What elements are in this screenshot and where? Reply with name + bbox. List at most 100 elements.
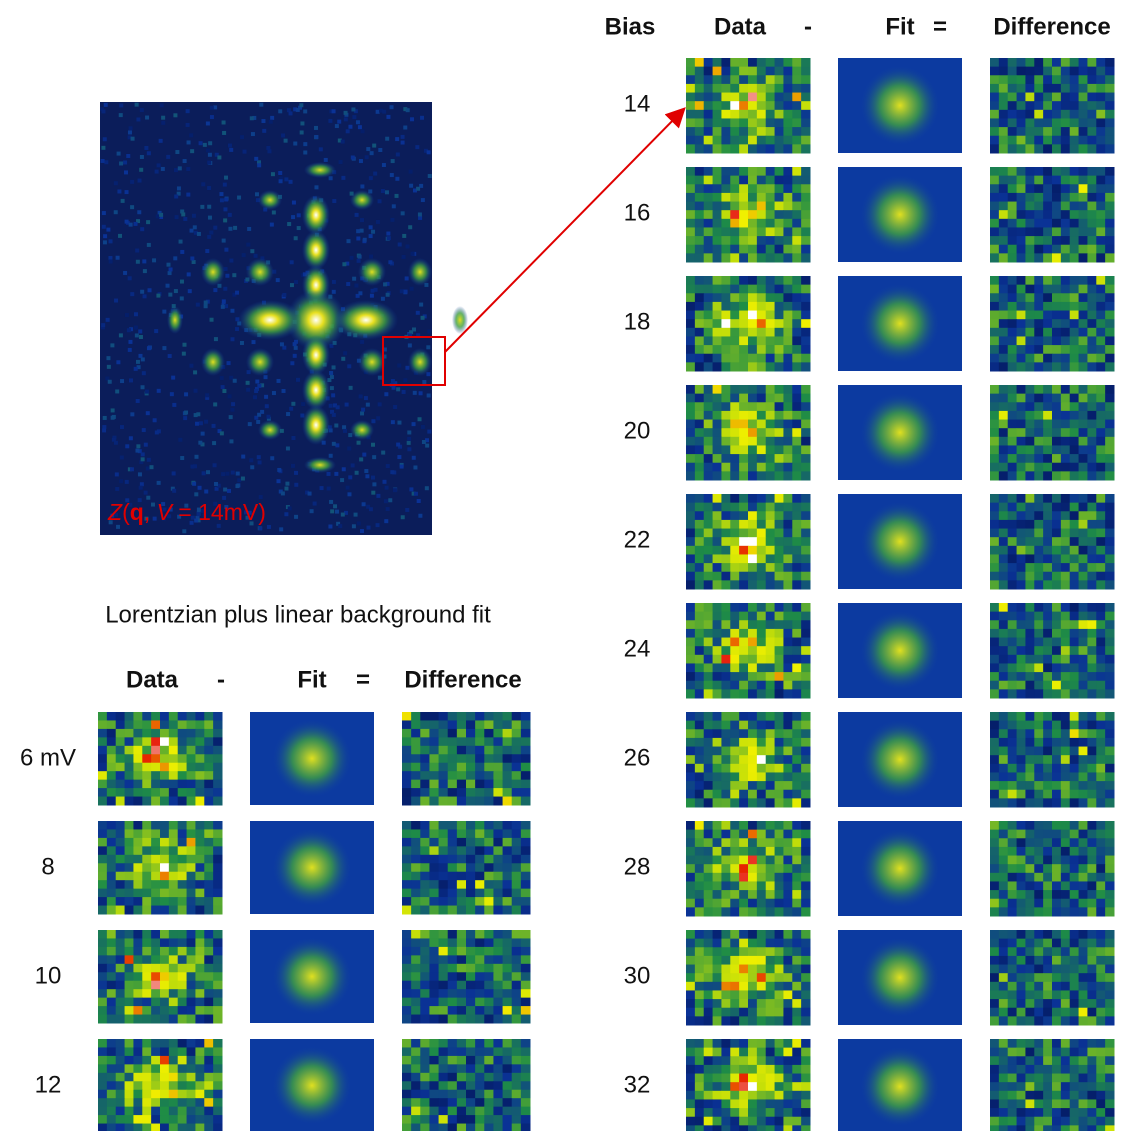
- pixel: [1087, 454, 1096, 463]
- pixel: [1096, 253, 1105, 262]
- pixel: [721, 227, 730, 236]
- pixel: [792, 764, 801, 773]
- noise-pixel: [138, 472, 142, 476]
- pixel: [695, 603, 704, 612]
- pixel: [448, 889, 458, 898]
- pixel: [1017, 136, 1026, 145]
- pixel: [1079, 454, 1088, 463]
- pixel: [475, 872, 485, 881]
- pixel: [766, 127, 775, 136]
- pixel: [178, 737, 187, 746]
- noise-pixel: [341, 513, 345, 517]
- pixel: [1070, 354, 1079, 363]
- pixel: [142, 829, 151, 838]
- pixel: [475, 763, 485, 772]
- pixel: [766, 193, 775, 202]
- pixel: [1070, 394, 1079, 403]
- pixel: [457, 955, 467, 964]
- noise-pixel: [397, 363, 401, 367]
- pixel: [1087, 471, 1096, 480]
- noise-pixel: [364, 396, 368, 400]
- pixel: [695, 546, 704, 555]
- noise-pixel: [120, 379, 124, 383]
- noise-pixel: [372, 144, 376, 148]
- pixel: [1087, 873, 1096, 882]
- pixel: [402, 720, 412, 729]
- pixel: [801, 354, 810, 363]
- pixel: [204, 771, 213, 780]
- pixel: [757, 847, 766, 856]
- pixel: [801, 864, 810, 873]
- pixel: [1017, 729, 1026, 738]
- pixel: [757, 612, 766, 621]
- pixel: [713, 847, 722, 856]
- noise-pixel: [178, 438, 182, 442]
- pixel: [739, 554, 748, 563]
- pixel: [686, 620, 695, 629]
- pixel: [448, 712, 458, 721]
- pixel: [757, 1108, 766, 1117]
- pixel: [107, 737, 116, 746]
- pixel: [1034, 285, 1043, 294]
- pixel: [1025, 612, 1034, 621]
- pixel: [402, 897, 412, 906]
- pixel: [1034, 638, 1043, 647]
- pixel: [792, 136, 801, 145]
- noise-pixel: [359, 159, 363, 163]
- pixel: [493, 938, 503, 947]
- pixel: [1105, 136, 1114, 145]
- pixel: [503, 780, 513, 789]
- pixel: [999, 219, 1008, 228]
- pixel: [1017, 999, 1026, 1008]
- pixel: [1034, 58, 1043, 67]
- pixel: [107, 712, 116, 721]
- pixel: [116, 737, 125, 746]
- pixel: [475, 930, 485, 939]
- pixel: [178, 797, 187, 806]
- noise-pixel: [188, 289, 192, 293]
- pixel: [116, 981, 125, 990]
- pixel: [133, 1015, 142, 1024]
- pixel: [1105, 956, 1114, 965]
- pixel: [466, 889, 476, 898]
- pixel: [686, 721, 695, 730]
- pixel: [721, 445, 730, 454]
- pixel: [1034, 136, 1043, 145]
- pixel: [1105, 67, 1114, 76]
- pixel: [730, 1039, 739, 1048]
- pixel: [1017, 193, 1026, 202]
- pixel: [1052, 437, 1061, 446]
- pixel: [133, 972, 142, 981]
- pixel: [1025, 772, 1034, 781]
- pixel: [704, 956, 713, 965]
- pixel: [990, 729, 999, 738]
- pixel: [704, 127, 713, 136]
- peak: [302, 335, 330, 375]
- pixel: [1061, 529, 1070, 538]
- pixel: [721, 755, 730, 764]
- noise-pixel: [396, 443, 400, 447]
- pixel: [686, 511, 695, 520]
- pixel: [1105, 354, 1114, 363]
- pixel: [990, 821, 999, 830]
- pixel: [999, 655, 1008, 664]
- pixel: [783, 311, 792, 320]
- pixel: [990, 563, 999, 572]
- noise-pixel: [398, 242, 402, 246]
- pixel: [686, 445, 695, 454]
- pixel: [1043, 1125, 1052, 1131]
- pixel: [160, 889, 169, 898]
- pixel: [98, 720, 107, 729]
- noise-pixel: [147, 243, 151, 247]
- pixel: [990, 385, 999, 394]
- pixel: [1034, 956, 1043, 965]
- pixel: [1008, 563, 1017, 572]
- pixel: [990, 864, 999, 873]
- pixel: [704, 847, 713, 856]
- pixel: [783, 1099, 792, 1108]
- noise-pixel: [223, 183, 227, 187]
- pixel: [730, 965, 739, 974]
- pixel: [721, 285, 730, 294]
- pixel: [178, 829, 187, 838]
- pixel: [439, 972, 449, 981]
